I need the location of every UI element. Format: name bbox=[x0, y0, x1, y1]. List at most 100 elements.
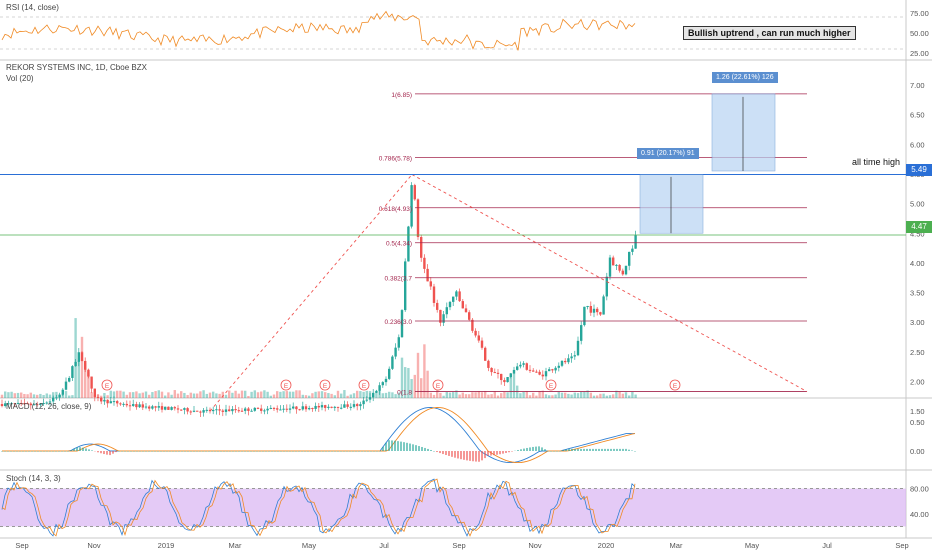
candle-body bbox=[432, 286, 436, 303]
volume-bar bbox=[496, 395, 500, 398]
candle-body bbox=[496, 372, 500, 374]
macd-histogram-bar bbox=[124, 451, 126, 452]
candle-body bbox=[106, 399, 109, 404]
macd-histogram-bar bbox=[148, 451, 150, 452]
volume-bar bbox=[317, 391, 320, 398]
volume-bar bbox=[151, 392, 154, 398]
price-tick: 5.00 bbox=[910, 200, 925, 209]
volume-bar bbox=[461, 392, 464, 398]
macd-histogram-bar bbox=[199, 451, 201, 452]
volume-bar bbox=[13, 393, 16, 398]
candle-body bbox=[301, 406, 304, 410]
time-tick: Sep bbox=[15, 541, 28, 550]
earnings-marker-label: E bbox=[673, 383, 678, 390]
volume-bar bbox=[279, 391, 282, 398]
macd-histogram-bar bbox=[481, 451, 483, 461]
volume-bar bbox=[506, 392, 509, 398]
macd-histogram-bar bbox=[559, 451, 561, 452]
macd-histogram-bar bbox=[109, 451, 111, 456]
macd-histogram-bar bbox=[4, 451, 6, 452]
volume-bar bbox=[599, 393, 602, 398]
volume-bar bbox=[103, 393, 106, 398]
macd-histogram-bar bbox=[337, 451, 339, 452]
candle-body bbox=[407, 226, 410, 262]
volume-bar bbox=[356, 390, 359, 398]
macd-histogram-bar bbox=[325, 451, 327, 452]
candle-body bbox=[128, 405, 132, 407]
price-tick: 2.00 bbox=[910, 378, 925, 387]
macd-histogram-bar bbox=[190, 451, 192, 452]
volume-bar bbox=[423, 344, 426, 398]
macd-histogram-bar bbox=[367, 451, 369, 452]
candle-body bbox=[519, 364, 522, 367]
fib-label: 0.5(4.34) bbox=[386, 241, 412, 248]
candle-body bbox=[228, 409, 231, 412]
volume-bar bbox=[119, 390, 122, 398]
macd-line bbox=[2, 407, 635, 464]
macd-histogram-bar bbox=[304, 451, 306, 452]
candle-body bbox=[199, 411, 202, 413]
volume-bar bbox=[285, 391, 288, 398]
macd-histogram-bar bbox=[16, 451, 18, 452]
candle-body bbox=[4, 403, 7, 407]
volume-bar bbox=[106, 395, 109, 398]
candle-body bbox=[503, 380, 506, 383]
macd-histogram-bar bbox=[490, 451, 492, 456]
time-tick: May bbox=[302, 541, 316, 550]
rsi-tick: 50.00 bbox=[910, 29, 929, 38]
macd-histogram-bar bbox=[127, 451, 129, 452]
macd-tick: 0.00 bbox=[910, 447, 925, 456]
volume-bar bbox=[474, 392, 477, 398]
volume-bar bbox=[218, 393, 221, 398]
volume-bar bbox=[375, 392, 378, 398]
macd-histogram-bar bbox=[370, 451, 372, 452]
volume-bar bbox=[138, 393, 141, 398]
candle-body bbox=[266, 408, 269, 411]
macd-histogram-bar bbox=[607, 448, 609, 451]
candle-body bbox=[333, 406, 336, 408]
projection-box-1 bbox=[639, 174, 704, 234]
macd-histogram-bar bbox=[358, 451, 360, 452]
macd-title: MACD (12, 26, close, 9) bbox=[6, 402, 92, 411]
volume-bar bbox=[183, 392, 186, 398]
macd-histogram-bar bbox=[493, 451, 495, 456]
volume-bar bbox=[621, 393, 624, 398]
macd-histogram-bar bbox=[553, 451, 555, 452]
macd-histogram-bar bbox=[589, 448, 591, 451]
price-title: REKOR SYSTEMS INC, 1D, Cboe BZX bbox=[6, 63, 147, 72]
stoch-tick: 40.00 bbox=[910, 510, 929, 519]
volume-bar bbox=[605, 395, 608, 398]
candle-body bbox=[253, 407, 256, 411]
volume-bar bbox=[276, 391, 279, 398]
candle-body bbox=[288, 408, 292, 410]
volume-bar bbox=[7, 392, 10, 398]
volume-bar bbox=[362, 391, 365, 398]
volume-bar bbox=[576, 393, 580, 398]
candle-body bbox=[314, 405, 317, 409]
volume-bar bbox=[548, 395, 551, 398]
macd-histogram-bar bbox=[277, 451, 279, 452]
candle-body bbox=[477, 335, 480, 341]
candle-body bbox=[349, 406, 352, 408]
volume-bar bbox=[308, 395, 311, 398]
candle-body bbox=[0, 404, 4, 407]
candle-body bbox=[224, 409, 228, 412]
macd-histogram-bar bbox=[178, 451, 180, 452]
candle-body bbox=[490, 367, 493, 373]
macd-histogram-bar bbox=[568, 448, 570, 451]
volume-bar bbox=[141, 392, 144, 398]
volume-bar bbox=[212, 391, 215, 398]
candle-body bbox=[442, 314, 445, 323]
volume-bar bbox=[432, 394, 436, 398]
candle-body bbox=[580, 325, 583, 341]
volume-bar bbox=[583, 391, 586, 398]
macd-histogram-bar bbox=[430, 449, 432, 451]
earnings-marker-label: E bbox=[323, 383, 328, 390]
candle-body bbox=[285, 408, 288, 410]
macd-histogram-bar bbox=[391, 440, 393, 451]
volume-bar bbox=[484, 390, 487, 398]
macd-histogram-bar bbox=[175, 451, 177, 452]
candle-body bbox=[448, 301, 452, 308]
macd-histogram-bar bbox=[79, 447, 81, 451]
volume-bar bbox=[634, 394, 637, 398]
